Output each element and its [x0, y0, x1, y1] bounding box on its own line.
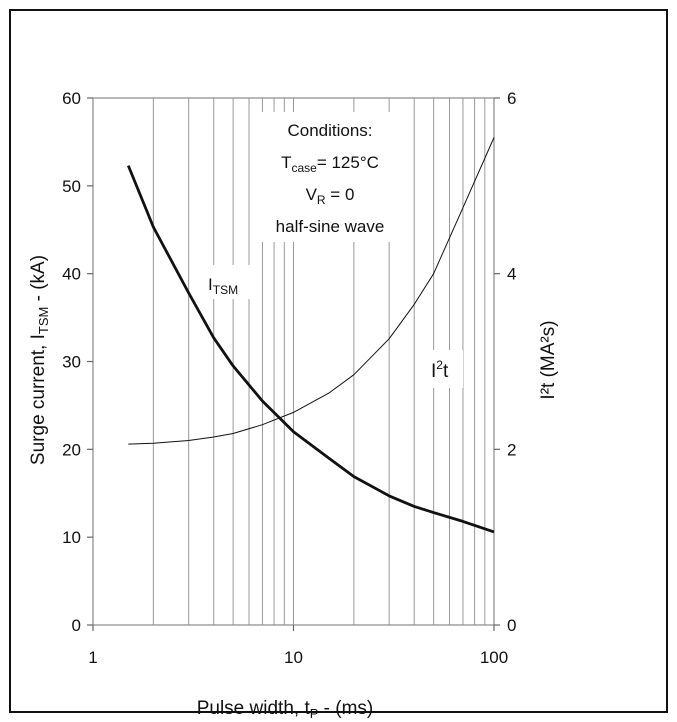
conditions-tcase: Tcase= 125°C: [281, 153, 379, 175]
y-left-tick-label: 60: [62, 89, 81, 108]
series-line-i2t: [128, 137, 495, 445]
y-right-tick-label: 0: [507, 616, 516, 635]
itsm-series-label: ITSM: [208, 275, 238, 297]
conditions-vr: VR = 0: [306, 185, 355, 207]
x-tick-label: 1: [88, 648, 97, 667]
y-left-axis-title: Surge current, ITSM - (kA): [28, 255, 51, 465]
y-left-tick-label: 20: [62, 440, 81, 459]
conditions-title: Conditions:: [287, 121, 372, 140]
i2t-series-label: I2t: [431, 358, 449, 382]
data-series: [127, 137, 495, 534]
y-left-tick-label: 50: [62, 177, 81, 196]
x-axis-title: Pulse width, tP - (ms): [197, 698, 374, 721]
x-tick-label: 10: [284, 648, 303, 667]
y-left-tick-label: 0: [72, 616, 81, 635]
itsm-label-bg: [203, 265, 251, 299]
y-left-tick-label: 40: [62, 265, 81, 284]
y-left-tick-label: 10: [62, 528, 81, 547]
axis-ticks: 0 10 20 30 40 50 60 0 2 4 6 1 10 100: [62, 89, 516, 667]
y-right-tick-label: 4: [507, 265, 516, 284]
conditions-box: [252, 112, 412, 242]
y-right-axis-title: I²t (MA²s): [538, 320, 559, 399]
i2t-label-bg: [417, 350, 463, 388]
conditions-waveform: half-sine wave: [276, 217, 385, 236]
x-tick-label: 100: [480, 648, 508, 667]
series-line-itsm: [127, 165, 495, 534]
y-left-tick-label: 30: [62, 353, 81, 372]
y-right-tick-label: 2: [507, 440, 516, 459]
y-right-tick-label: 6: [507, 89, 516, 108]
